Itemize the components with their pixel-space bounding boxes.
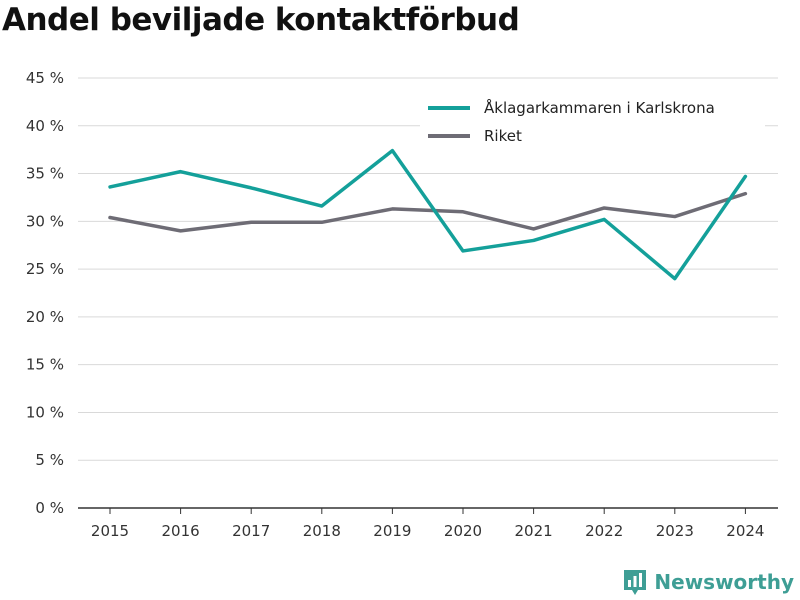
y-tick-label: 45 % bbox=[26, 69, 64, 87]
series-line--klagarkammaren-i-karlskrona bbox=[108, 148, 748, 281]
y-tick-label: 0 % bbox=[35, 499, 64, 517]
x-axis-ticks: 2015 2016 2017 2018 2019 2020 2021 2022 2023 2024 bbox=[91, 508, 764, 540]
legend-label: Åklagarkammaren i Karlskrona bbox=[484, 98, 715, 117]
legend: Åklagarkammaren i Karlskrona Riket bbox=[420, 92, 765, 156]
series-line-riket bbox=[108, 191, 748, 233]
chart-title: Andel beviljade kontaktförbud bbox=[2, 2, 520, 38]
y-axis-ticks: 0 % 5 % 10 % 15 % 20 % 25 % 30 % 35 % 40 % 45 % bbox=[26, 69, 64, 517]
x-tick-label: 2016 bbox=[162, 522, 200, 540]
y-tick-label: 20 % bbox=[26, 308, 64, 326]
x-tick-label: 2024 bbox=[726, 522, 764, 540]
y-tick-label: 15 % bbox=[26, 356, 64, 374]
y-tick-label: 5 % bbox=[35, 451, 64, 469]
gridlines bbox=[78, 77, 778, 461]
x-tick-label: 2021 bbox=[515, 522, 553, 540]
legend-background bbox=[420, 92, 765, 156]
legend-label: Riket bbox=[484, 127, 522, 145]
y-tick-label: 30 % bbox=[26, 212, 64, 230]
x-tick-label: 2018 bbox=[303, 522, 341, 540]
y-tick-label: 10 % bbox=[26, 403, 64, 421]
x-tick-label: 2019 bbox=[373, 522, 411, 540]
newsworthy-logo-text: Newsworthy bbox=[654, 570, 794, 594]
x-tick-label: 2022 bbox=[585, 522, 623, 540]
x-tick-label: 2015 bbox=[91, 522, 129, 540]
y-tick-label: 35 % bbox=[26, 165, 64, 183]
y-tick-label: 40 % bbox=[26, 117, 64, 135]
x-tick-label: 2020 bbox=[444, 522, 482, 540]
newsworthy-logo: Newsworthy bbox=[622, 568, 794, 596]
y-tick-label: 25 % bbox=[26, 260, 64, 278]
newsworthy-logo-icon bbox=[624, 570, 647, 595]
series-lines bbox=[108, 148, 748, 281]
x-tick-label: 2023 bbox=[656, 522, 694, 540]
x-tick-label: 2017 bbox=[232, 522, 270, 540]
